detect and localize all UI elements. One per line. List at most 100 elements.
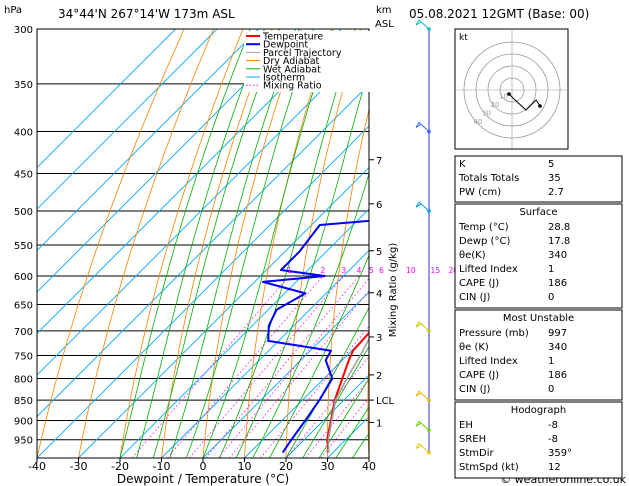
table-title: Hodograph: [511, 405, 566, 416]
table-row-label: PW (cm): [459, 187, 501, 198]
km-tick-label: 1: [376, 418, 382, 429]
table-row-label: K: [459, 159, 466, 170]
pressure-tick-label: 450: [14, 169, 33, 180]
table-panel: [454, 401, 623, 479]
dry-adiabat-line: [119, 29, 244, 458]
legend-background: [244, 31, 370, 92]
legend-label: Wet Adiabat: [263, 64, 321, 75]
wind-barbs: [415, 19, 431, 455]
hodograph-frame: [454, 28, 569, 150]
isotherm-line: [37, 29, 176, 169]
km-tick-label: 3: [376, 333, 382, 344]
series-dewpoint-line: [261, 219, 369, 454]
chart-axes: 3003504004505005506006507007508008509009…: [14, 25, 473, 473]
hodograph-point: [538, 104, 542, 108]
mixing-ratio-axis-title: Mixing Ratio (g/kg): [388, 243, 399, 338]
km-tick-label: 2: [376, 371, 382, 382]
x-tick-label: 30: [321, 460, 335, 473]
isotherm-line: [37, 29, 301, 293]
hodograph-ring-label: 40: [473, 118, 482, 126]
pressure-tick-label: 850: [14, 396, 33, 407]
table-row-value: 5: [548, 159, 554, 170]
x-tick-label: -30: [70, 460, 88, 473]
hodograph-ring-label: 30: [482, 110, 491, 118]
dry-adiabat-line: [244, 29, 332, 458]
asl-label: ASL: [375, 19, 394, 30]
hodograph-trace: [508, 93, 541, 111]
wet-adiabat-line: [285, 306, 369, 458]
wind-barb-flag: [415, 21, 422, 26]
x-tick-label: 0: [200, 460, 207, 473]
table-row-value: 17.8: [548, 236, 570, 247]
table-row-label: Lifted Index: [459, 264, 518, 275]
wind-barb-flag: [415, 203, 422, 208]
pressure-tick-label: 500: [14, 207, 33, 218]
x-tick-label: -20: [111, 460, 129, 473]
table-row-label: CIN (J): [459, 384, 490, 395]
wind-barb: [415, 201, 430, 212]
mixing-ratio-line: [218, 277, 369, 458]
table-panel: [454, 203, 623, 309]
legend-label: Parcel Trajectory: [263, 48, 342, 59]
wet-adiabat-line: [318, 377, 369, 458]
wet-adiabat-line: [335, 406, 369, 458]
wind-barb: [415, 321, 430, 332]
table-row-value: 359°: [548, 448, 572, 459]
mixing-ratio-line: [228, 290, 369, 458]
wet-adiabat-line: [169, 29, 297, 458]
isotherm-line: [37, 29, 218, 210]
table-row-value: 12: [548, 462, 561, 473]
table-title: Surface: [519, 207, 557, 218]
table-row-label: CAPE (J): [459, 370, 499, 381]
table-row-value: 340: [548, 342, 567, 353]
wind-barb-flag: [415, 445, 422, 450]
km-tick-label: 4: [376, 289, 382, 300]
legend-label: Mixing Ratio: [263, 81, 322, 92]
mixing-ratio-line: [167, 275, 324, 458]
table-row-label: Temp (°C): [458, 222, 509, 233]
wet-adiabat-line: [302, 345, 369, 458]
isotherm-line: [78, 166, 369, 458]
wind-barb: [415, 420, 430, 431]
wind-barb: [415, 121, 430, 132]
mixing-ratio-label: 20: [448, 266, 458, 275]
isotherm-line: [37, 83, 369, 418]
isotherm-line: [161, 249, 369, 458]
pressure-tick-label: 750: [14, 351, 33, 362]
mixing-ratio-label: 3: [341, 266, 346, 275]
mixing-ratio-label: 10: [406, 266, 416, 275]
pressure-tick-label: 800: [14, 374, 33, 385]
isotherm-line: [37, 29, 259, 252]
km-tick-label: 6: [376, 200, 382, 211]
x-axis-title: Dewpoint / Temperature (°C): [117, 472, 289, 486]
dry-adiabat-line: [161, 29, 273, 458]
table-row-label: StmDir: [459, 448, 494, 459]
isotherm-line: [37, 29, 342, 335]
dry-adiabat-line: [285, 29, 361, 458]
table-row-label: θe (K): [459, 342, 489, 353]
pressure-tick-label: 300: [14, 25, 33, 36]
km-tick-label: 5: [376, 247, 382, 258]
dry-adiabat-line: [202, 29, 303, 458]
wind-barb-flag: [415, 124, 422, 128]
wind-barb: [415, 390, 430, 401]
legend-label: Temperature: [262, 32, 323, 43]
isotherm-line: [202, 291, 369, 458]
table-row-value: 2.7: [548, 187, 564, 198]
table-row-label: Pressure (mb): [459, 328, 529, 339]
table-title: Most Unstable: [503, 313, 574, 324]
legend-label: Dry Adiabat: [263, 56, 320, 67]
series-parcel-trajectory-line: [327, 337, 369, 453]
isotherm-line: [37, 42, 369, 376]
table-row-label: θe(K): [459, 250, 486, 261]
km-tick-label: LCL: [376, 396, 395, 407]
mixing-ratio-line: [286, 356, 369, 458]
legend-label: Isotherm: [263, 73, 305, 84]
hodograph-ring-label: 20: [490, 101, 499, 109]
mixing-ratio-label: 2: [321, 266, 326, 275]
table-row-value: 997: [548, 328, 567, 339]
wind-barb-flag: [415, 392, 422, 397]
wet-adiabat-line: [202, 29, 334, 458]
legend-label: Dewpoint: [263, 40, 308, 51]
